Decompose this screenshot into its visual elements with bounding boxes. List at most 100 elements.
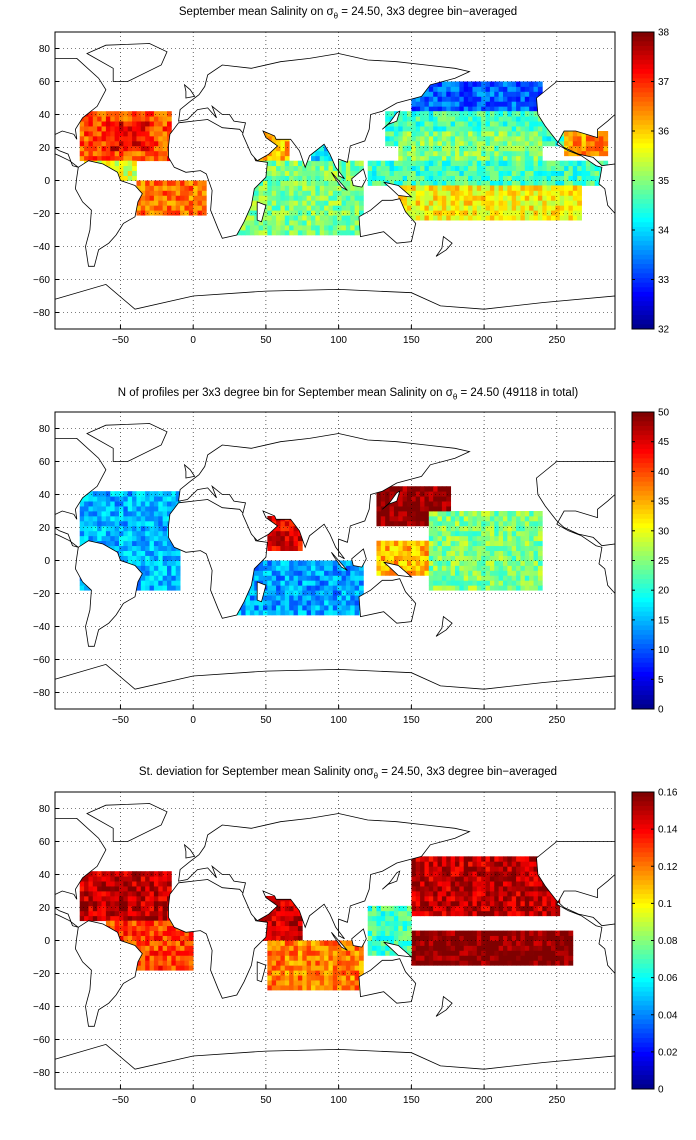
heat-cell — [162, 910, 168, 917]
heat-cell — [498, 205, 504, 211]
heat-cell — [119, 530, 124, 537]
heat-cell — [533, 150, 539, 157]
heat-cell — [529, 525, 534, 532]
heat-cell — [284, 150, 290, 157]
heat-cell — [153, 550, 159, 556]
heat-cell — [489, 121, 495, 127]
heat-cell — [446, 126, 452, 132]
heat-cell — [162, 145, 168, 152]
heat-cell — [437, 515, 443, 522]
heat-cell — [175, 205, 181, 211]
heat-cell — [101, 111, 107, 117]
heat-cell — [140, 131, 146, 137]
heat-cell — [446, 530, 452, 537]
heat-cell — [437, 881, 443, 887]
heat-cell — [136, 915, 142, 922]
heat-cell — [162, 955, 168, 961]
heat-cell — [459, 871, 465, 877]
heat-cell — [572, 131, 578, 137]
heat-cell — [520, 81, 526, 87]
heat-cell — [398, 511, 404, 517]
heat-cell — [485, 895, 491, 902]
heat-cell — [585, 145, 591, 152]
heat-cell — [503, 905, 508, 912]
colorbar-tick-label: 34 — [658, 226, 670, 237]
heat-cell — [306, 200, 312, 206]
heat-cell — [520, 530, 526, 537]
heat-cell — [516, 535, 521, 542]
heat-cell — [350, 950, 356, 956]
heat-cell — [529, 905, 534, 912]
heat-cell — [149, 881, 155, 887]
heat-cell — [149, 200, 155, 206]
heat-cell — [175, 940, 181, 946]
heat-cell — [114, 491, 120, 497]
heat-cell — [407, 200, 412, 206]
heat-cell — [254, 605, 260, 611]
heat-cell — [79, 140, 85, 147]
heat-cell — [162, 501, 168, 507]
heat-cell — [511, 555, 517, 561]
heat-cell — [463, 895, 469, 902]
heat-cell — [276, 180, 281, 186]
heat-cell — [407, 111, 412, 117]
heat-cell — [463, 195, 469, 201]
heat-cell — [402, 560, 408, 566]
heat-cell — [468, 905, 473, 912]
heat-cell — [472, 575, 478, 581]
heat-cell — [516, 580, 521, 586]
heat-cell — [472, 570, 478, 576]
heat-cell — [520, 140, 526, 147]
heat-cell — [437, 496, 443, 502]
heat-cell — [411, 955, 417, 961]
heat-cell — [140, 515, 146, 522]
heat-cell — [153, 185, 159, 191]
heat-cell — [411, 126, 417, 132]
heat-cell — [289, 610, 294, 616]
heat-cell — [572, 135, 578, 142]
heat-cell — [520, 135, 526, 142]
heat-cell — [167, 195, 172, 201]
heat-cell — [594, 135, 600, 142]
heat-cell — [537, 555, 543, 561]
heat-cell — [511, 881, 517, 887]
heat-cell — [529, 205, 534, 211]
heat-cell — [132, 131, 137, 137]
colorbar-step — [632, 490, 654, 497]
heat-cell — [455, 515, 460, 522]
heat-cell — [437, 856, 443, 862]
heat-cell — [398, 145, 404, 152]
heat-cell — [441, 511, 447, 517]
heat-cell — [88, 535, 94, 542]
heat-cell — [245, 220, 251, 226]
heat-cell — [359, 210, 364, 216]
heat-cell — [463, 580, 469, 586]
heat-cell — [289, 170, 294, 176]
heat-cell — [345, 595, 351, 601]
heat-cell — [158, 131, 164, 137]
heat-cell — [529, 140, 534, 147]
heat-cell — [572, 185, 578, 191]
heat-cell — [149, 501, 155, 507]
heat-cell — [446, 886, 452, 892]
heat-cell — [389, 140, 395, 147]
heat-cell — [407, 190, 412, 196]
heat-cell — [551, 215, 556, 221]
heat-cell — [524, 535, 530, 542]
heat-cell — [271, 210, 277, 216]
x-tick-label: 150 — [403, 335, 420, 346]
colorbar-tick-label: 40 — [658, 467, 670, 478]
heat-cell — [184, 205, 190, 211]
heat-cell — [97, 111, 102, 117]
heat-cell — [402, 185, 408, 191]
heat-cell — [516, 871, 521, 877]
heat-cell — [537, 905, 543, 912]
heat-cell — [446, 175, 452, 181]
heat-cell — [494, 520, 500, 527]
heat-cell — [136, 155, 142, 162]
heat-cell — [433, 145, 438, 152]
heat-cell — [533, 210, 539, 216]
heat-cell — [472, 135, 478, 142]
heat-cell — [559, 165, 565, 171]
heat-cell — [476, 585, 482, 591]
